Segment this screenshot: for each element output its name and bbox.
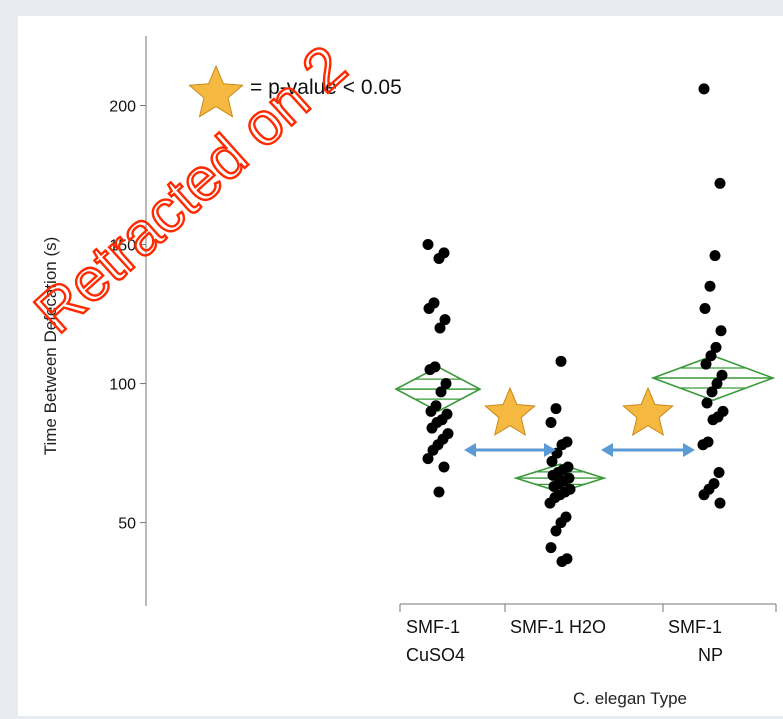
data-point xyxy=(698,489,710,501)
data-point xyxy=(439,314,451,326)
y-axis-title: Time Between Defecation (s) xyxy=(41,237,60,456)
x-category-label: SMF-1 xyxy=(668,617,722,637)
watermark-text: Retracted on 2 xyxy=(22,33,359,346)
data-point xyxy=(550,525,562,537)
y-tick-label: 150 xyxy=(109,238,136,255)
data-point xyxy=(547,469,559,481)
data-point xyxy=(555,355,567,367)
data-point xyxy=(422,239,434,251)
data-point xyxy=(433,252,445,264)
data-point xyxy=(706,386,718,398)
data-point xyxy=(440,378,452,390)
arrow-head-right xyxy=(683,443,695,457)
plot-layer xyxy=(394,83,776,568)
data-point xyxy=(545,416,557,428)
data-point xyxy=(427,444,439,456)
data-point xyxy=(716,369,728,381)
axes-layer: 50 100 150 200 SMF-1 CuSO4 SMF-1 H2O SMF-1 NP xyxy=(109,36,777,665)
chart-panel: 50 100 150 200 SMF-1 CuSO4 SMF-1 H2O SMF-1 NP = … xyxy=(18,16,783,716)
significance-star xyxy=(622,386,674,437)
y-tick-label: 50 xyxy=(118,516,136,533)
chart-svg: 50 100 150 200 SMF-1 CuSO4 SMF-1 H2O SMF-1 NP = … xyxy=(21,31,777,708)
y-tick-label: 200 xyxy=(109,99,136,116)
legend-star-icon xyxy=(188,64,244,118)
data-point xyxy=(707,414,719,426)
data-point xyxy=(424,364,436,376)
data-point xyxy=(425,405,437,417)
data-point xyxy=(701,397,713,409)
x-category-label: SMF-1 H2O xyxy=(510,617,606,637)
significance-star xyxy=(484,386,536,437)
arrow-head-left xyxy=(464,443,476,457)
data-point xyxy=(713,467,725,479)
arrow-head-right xyxy=(544,443,556,457)
data-point xyxy=(709,250,721,262)
data-point xyxy=(714,177,726,189)
legend-layer: = p-value < 0.05 xyxy=(188,64,402,118)
data-point xyxy=(545,542,557,554)
data-point xyxy=(704,280,716,292)
data-point xyxy=(426,422,438,434)
data-point xyxy=(711,378,723,390)
legend-text: = p-value < 0.05 xyxy=(250,76,402,99)
data-point xyxy=(698,83,710,95)
data-point xyxy=(699,302,711,314)
data-point xyxy=(433,486,445,498)
x-category-label: SMF-1 xyxy=(406,617,460,637)
arrow-head-left xyxy=(601,443,613,457)
x-category-label-line2: CuSO4 xyxy=(406,645,465,665)
data-point xyxy=(555,517,567,529)
data-point xyxy=(710,341,722,353)
data-point xyxy=(705,350,717,362)
data-point xyxy=(714,497,726,509)
data-point xyxy=(438,461,450,473)
y-tick-label: 100 xyxy=(109,377,136,394)
data-point xyxy=(556,556,568,568)
data-point xyxy=(544,497,556,509)
data-point xyxy=(697,439,709,451)
data-point xyxy=(715,325,727,337)
data-point xyxy=(550,403,562,415)
data-point xyxy=(556,439,568,451)
data-point xyxy=(548,480,560,492)
data-point xyxy=(423,302,435,314)
x-category-label-line2: NP xyxy=(698,645,723,665)
data-point xyxy=(700,358,712,370)
x-axis-title: C. elegan Type xyxy=(573,689,687,708)
data-point xyxy=(422,453,434,465)
data-point xyxy=(546,455,558,467)
data-point xyxy=(435,386,447,398)
data-point xyxy=(434,322,446,334)
